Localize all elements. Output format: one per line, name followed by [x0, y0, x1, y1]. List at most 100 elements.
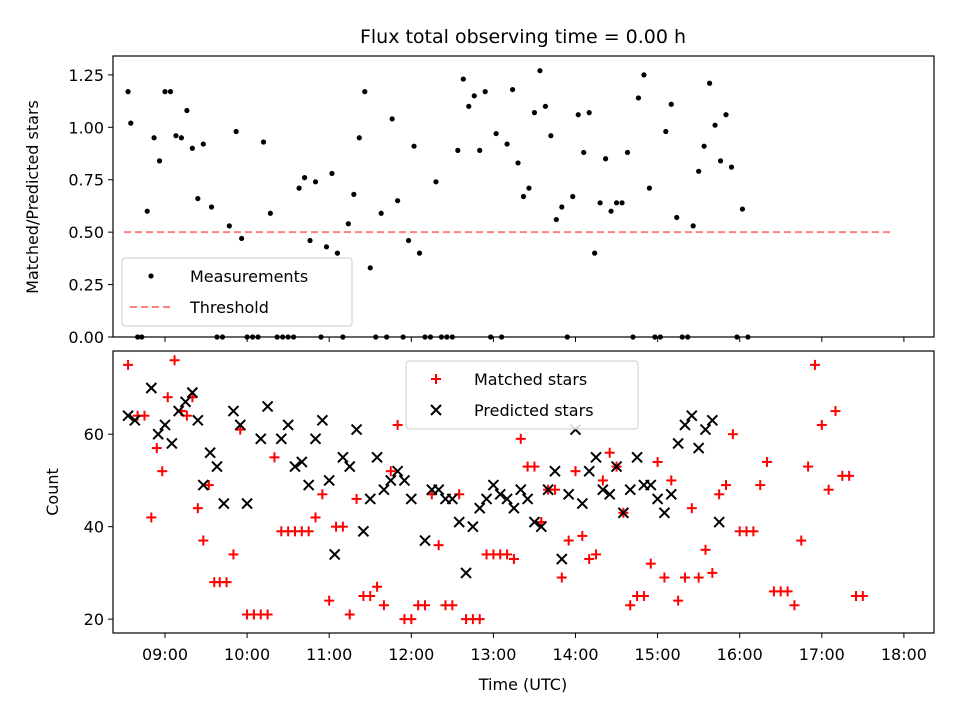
predicted-stars-point — [515, 483, 527, 496]
bottom-x-tick-label: 17:00 — [799, 645, 845, 664]
predicted-stars-point — [328, 548, 341, 561]
measurement-point — [548, 133, 554, 139]
matched-stars-point — [502, 549, 513, 560]
predicted-stars-point — [556, 553, 568, 565]
predicted-stars-point — [166, 437, 178, 450]
measurement-point — [701, 143, 707, 149]
measurement-point — [334, 250, 341, 256]
matched-stars-point — [556, 572, 567, 583]
matched-stars-point — [372, 581, 383, 592]
matched-stars-point — [303, 526, 314, 537]
predicted-stars-point — [597, 483, 609, 496]
measurement-point — [471, 93, 477, 99]
predicted-stars-point — [453, 516, 465, 528]
bottom-y-tick-label: 60 — [84, 425, 104, 444]
predicted-stars-point — [631, 451, 643, 464]
matched-stars-point — [447, 600, 458, 611]
legend-predicted-marker — [430, 404, 442, 416]
matched-stars-point — [192, 503, 203, 514]
predicted-stars-point — [172, 405, 185, 417]
predicted-stars-point — [364, 493, 376, 505]
measurement-point — [356, 135, 362, 141]
legend-measurements-marker — [148, 273, 154, 279]
measurement-point — [200, 141, 206, 147]
predicted-stars-point — [186, 386, 199, 399]
predicted-stars-point — [699, 423, 712, 436]
measurement-point — [586, 110, 592, 116]
predicted-stars-point — [275, 433, 288, 445]
bottom-x-tick-label: 15:00 — [635, 645, 681, 664]
predicted-stars-point — [494, 488, 506, 501]
predicted-stars-point — [508, 502, 520, 514]
matched-stars-point — [755, 480, 766, 491]
measurement-point — [233, 128, 239, 135]
measurement-point — [728, 164, 735, 170]
predicted-stars-point — [590, 451, 602, 464]
matched-stars-point — [529, 461, 540, 472]
top-legend-box — [121, 257, 353, 327]
matched-stars-point — [406, 614, 417, 625]
measurement-point — [635, 95, 642, 101]
measurement-point — [592, 250, 598, 256]
measurement-point — [411, 143, 417, 149]
matched-stars-point — [625, 600, 636, 611]
matched-stars-point — [782, 586, 793, 597]
measurement-point — [405, 237, 412, 244]
predicted-stars-point — [378, 483, 390, 496]
predicted-stars-point — [391, 465, 404, 477]
predicted-stars-point — [357, 525, 370, 538]
legend-matched-label: Matched stars — [474, 370, 587, 389]
measurement-point — [542, 103, 548, 109]
measurement-point — [195, 195, 201, 202]
predicted-stars-point — [385, 474, 397, 487]
predicted-stars-point — [371, 451, 383, 464]
predicted-stars-point — [419, 534, 431, 547]
measurement-point — [613, 200, 620, 206]
predicted-stars-point — [282, 419, 294, 431]
predicted-stars-point — [344, 460, 356, 473]
matched-stars-point — [659, 572, 670, 583]
measurement-point — [690, 223, 696, 229]
bottom-x-tick-label: 18:00 — [881, 645, 927, 664]
predicted-stars-point — [129, 414, 141, 427]
bottom-y-axis-label: Count — [43, 468, 62, 516]
bottom-legend-box — [405, 360, 639, 430]
top-y-axis-label: Matched/Predicted stars — [23, 100, 42, 294]
predicted-stars-point — [316, 414, 329, 427]
measurement-point — [624, 149, 631, 156]
matched-stars-point — [157, 466, 168, 477]
top-y-axis: 0.00 0.25 0.50 0.75 1.00 1.25 — [68, 66, 113, 347]
predicted-stars-point — [576, 497, 589, 510]
matched-stars-point — [337, 521, 348, 532]
measurement-point — [367, 265, 373, 271]
predicted-stars-point — [474, 502, 486, 514]
top-plot-frame — [112, 55, 935, 338]
predicted-stars-point — [261, 400, 274, 413]
predicted-stars-point — [204, 446, 216, 459]
predicted-stars-point — [241, 497, 253, 510]
matched-stars-point — [796, 535, 807, 546]
bottom-chart-panel: 20 40 60 09:00 10:00 11:00 12:00 13:00 14:00 15:… — [43, 350, 935, 694]
bottom-x-tick-label: 09:00 — [142, 645, 188, 664]
predicted-stars-point — [289, 460, 301, 473]
measurement-point — [128, 120, 134, 126]
measurement-point — [493, 130, 499, 137]
matched-stars-point — [577, 530, 588, 541]
matched-stars-point — [673, 595, 684, 606]
predicted-stars-point — [672, 437, 684, 450]
matched-stars-point — [221, 577, 232, 588]
bottom-x-axis-label: Time (UTC) — [478, 675, 567, 694]
predicted-stars-point — [603, 488, 616, 501]
predicted-stars-point — [528, 516, 541, 528]
matched-stars-point — [392, 419, 403, 430]
predicted-stars-point — [617, 507, 630, 519]
measurement-point — [739, 206, 746, 212]
measurement-point — [526, 185, 532, 191]
matched-stars-point — [700, 544, 711, 555]
measurement-point — [723, 112, 729, 118]
predicted-stars-point — [179, 396, 192, 408]
matched-stars-point — [830, 406, 841, 417]
measurement-point — [608, 208, 614, 214]
predicted-stars-point — [686, 410, 698, 422]
